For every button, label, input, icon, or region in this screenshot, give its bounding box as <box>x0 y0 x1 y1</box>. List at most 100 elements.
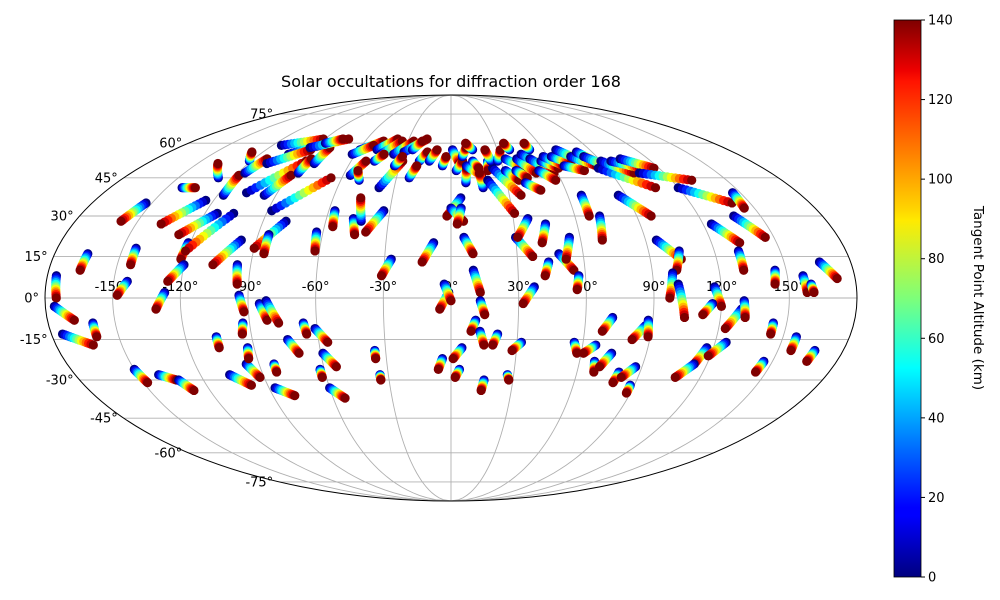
occultation-track <box>703 337 731 361</box>
track-point <box>597 326 607 336</box>
track-point <box>594 362 605 372</box>
occultation-track <box>389 151 408 171</box>
occultation-track <box>513 214 533 242</box>
occultation-track <box>424 145 442 166</box>
occultation-track <box>49 301 79 325</box>
occultation-track <box>665 268 678 303</box>
track-point <box>616 372 626 382</box>
occultation-track <box>498 138 515 155</box>
occultation-tracks <box>49 134 842 403</box>
track-point <box>142 378 153 388</box>
latitude-tick-label: 15° <box>25 250 48 265</box>
track-point <box>516 190 526 200</box>
occultation-track <box>267 173 336 216</box>
track-point <box>504 375 514 385</box>
track-point <box>75 265 85 275</box>
occultation-track <box>476 375 489 396</box>
colorbar-tick-label: 120 <box>928 93 953 108</box>
map-outline <box>44 94 858 502</box>
occultation-track <box>325 383 350 403</box>
track-point <box>665 293 675 303</box>
colorbar-tick-label: 0 <box>928 571 936 586</box>
track-point <box>417 136 427 146</box>
occultation-track <box>643 315 653 342</box>
occultation-track <box>310 323 333 347</box>
occultation-track <box>318 348 341 372</box>
track-point <box>735 238 745 248</box>
occultation-track <box>356 193 366 226</box>
occultation-track <box>156 195 211 229</box>
occultation-track <box>234 290 249 317</box>
occultation-track <box>569 337 582 358</box>
occultation-track <box>540 257 554 281</box>
occultation-track <box>480 145 496 166</box>
occultation-track <box>814 257 842 284</box>
track-point <box>376 375 386 385</box>
occultation-track <box>437 151 451 171</box>
track-point <box>317 372 327 382</box>
occultation-track <box>594 211 607 245</box>
latitude-tick-label: 60° <box>159 137 182 152</box>
track-point <box>69 315 79 325</box>
track-point <box>92 332 102 342</box>
track-point <box>156 219 166 229</box>
track-point <box>809 287 819 298</box>
occultation-track <box>537 219 551 248</box>
track-point <box>244 354 254 364</box>
track-point <box>274 318 284 328</box>
track-point <box>356 193 366 203</box>
longitude-tick-label: -30° <box>369 280 397 295</box>
occultation-track <box>298 318 312 339</box>
track-point <box>786 345 796 356</box>
track-point <box>328 222 338 232</box>
track-point <box>237 329 247 339</box>
occultation-track <box>488 163 526 200</box>
occultation-track <box>461 138 478 155</box>
track-point <box>739 203 749 213</box>
track-point <box>442 211 452 221</box>
occultation-track <box>241 359 265 382</box>
occultation-track <box>621 380 635 398</box>
track-point <box>412 161 422 171</box>
colorbar-tick-label: 60 <box>928 332 945 347</box>
track-point <box>750 367 761 377</box>
occultation-track <box>116 198 151 226</box>
track-point <box>480 145 490 155</box>
occultation-track <box>706 219 745 248</box>
track-point <box>679 312 690 323</box>
track-point <box>349 230 360 240</box>
occultation-track <box>270 383 300 401</box>
occultation-track <box>177 183 200 193</box>
track-point <box>151 304 161 314</box>
occultation-track <box>328 206 340 232</box>
track-point <box>551 175 561 185</box>
track-point <box>466 326 476 336</box>
occultation-track <box>232 260 242 289</box>
occultation-track <box>766 318 778 339</box>
occultation-track <box>450 364 465 382</box>
colorbar-tick-label: 40 <box>928 411 945 426</box>
track-point <box>760 232 770 242</box>
track-point <box>441 151 451 162</box>
occultation-track <box>269 359 282 377</box>
track-point <box>608 378 618 388</box>
track-point <box>116 216 126 226</box>
track-point <box>650 183 661 193</box>
map-area: -150° -120° -90° -60° -30° 0° 30° 60° 90° 120° 150… <box>20 94 858 502</box>
track-point <box>540 271 550 281</box>
occultation-track <box>806 279 819 298</box>
latitude-tick-label: -30° <box>46 374 74 389</box>
track-point <box>338 134 348 144</box>
track-point <box>468 249 478 259</box>
occultation-track <box>488 329 503 350</box>
track-point <box>208 260 218 270</box>
occultation-track <box>180 208 239 256</box>
occultation-track <box>88 318 102 342</box>
track-point <box>716 301 727 311</box>
track-point <box>537 238 547 248</box>
track-point <box>578 348 589 358</box>
occultation-track <box>572 271 584 295</box>
track-point <box>452 219 462 229</box>
latitude-tick-label: 30° <box>51 209 74 224</box>
occultation-track <box>452 203 466 229</box>
